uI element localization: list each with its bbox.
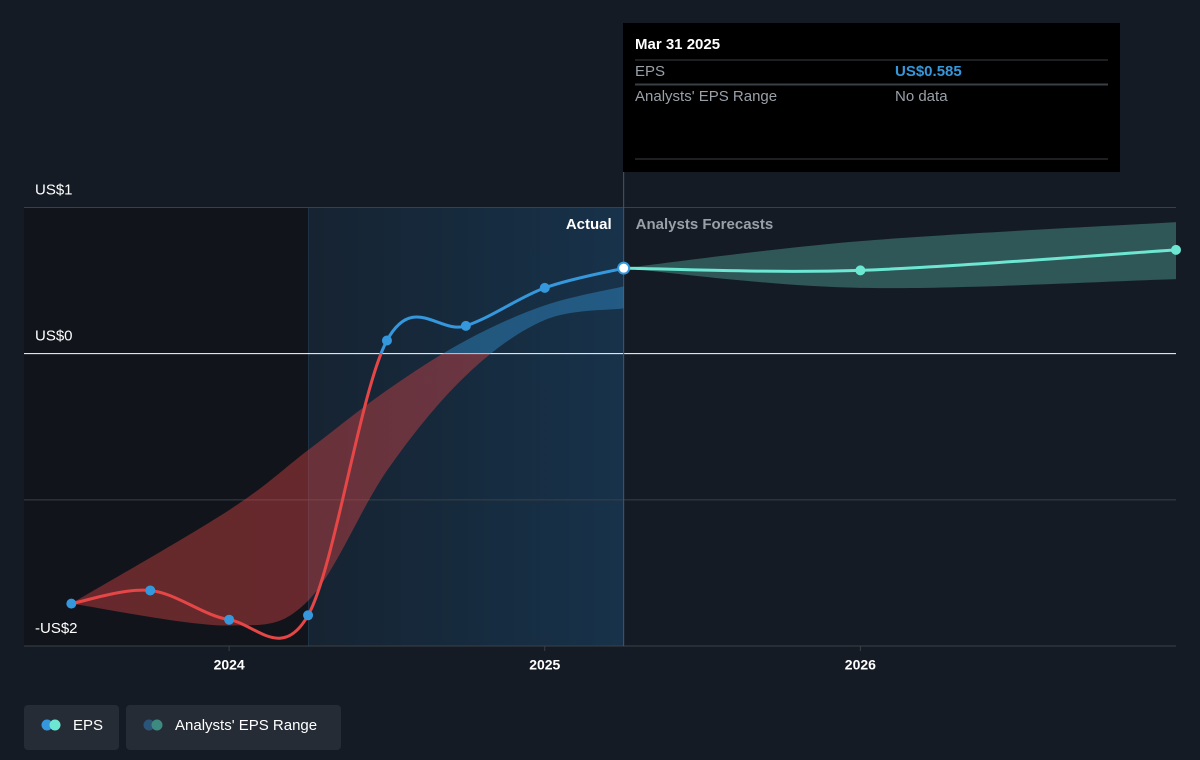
eps-point (539, 282, 550, 293)
region-label: Actual (566, 216, 612, 233)
eps-line (71, 266, 625, 640)
eps-point (381, 335, 392, 346)
legend-item: EPS (24, 705, 119, 750)
legend-label: EPS (73, 717, 103, 734)
eps-point (303, 610, 314, 621)
legend-swatch (143, 719, 155, 731)
grid (24, 172, 1176, 651)
tooltip-title: Mar 31 2025 (635, 36, 720, 53)
tooltip-label: Analysts' EPS Range (635, 88, 777, 105)
tooltip-value: US$0.585 (895, 63, 962, 80)
legend-button (24, 705, 119, 750)
lines (66, 244, 1181, 640)
range-band (71, 286, 624, 626)
y-tick-label: -US$2 (35, 620, 78, 637)
legend-item: Analysts' EPS Range (126, 705, 341, 750)
eps-point (460, 320, 471, 331)
eps-point (224, 614, 235, 625)
region-label: Analysts Forecasts (636, 216, 774, 233)
legend-swatch (49, 719, 61, 731)
legend-swatch (151, 719, 163, 731)
eps-point (617, 261, 631, 275)
y-tick-label: US$0 (35, 328, 73, 345)
eps-point (855, 265, 866, 276)
tooltip-label: EPS (635, 63, 665, 80)
highlight-start (308, 207, 310, 646)
eps-point (66, 598, 77, 609)
tooltip: Mar 31 2025 EPS US$0.585 Analysts' EPS Rang… (623, 23, 1120, 172)
legend-swatch (41, 719, 53, 731)
tooltip-value: No data (895, 88, 948, 105)
eps-point (145, 585, 156, 596)
labels: US$1 US$0 -US$2 2024 2025 2026 Actual Analysts … (24, 23, 1120, 750)
legend-button (126, 705, 341, 750)
legend-label: Analysts' EPS Range (175, 717, 317, 734)
y-tick-label: US$1 (35, 181, 73, 198)
x-tick-label: 2024 (214, 657, 245, 673)
eps-point (1171, 244, 1181, 255)
x-tick-label: 2025 (529, 657, 560, 673)
tooltip-box (623, 23, 1120, 172)
x-tick-label: 2026 (845, 657, 876, 673)
